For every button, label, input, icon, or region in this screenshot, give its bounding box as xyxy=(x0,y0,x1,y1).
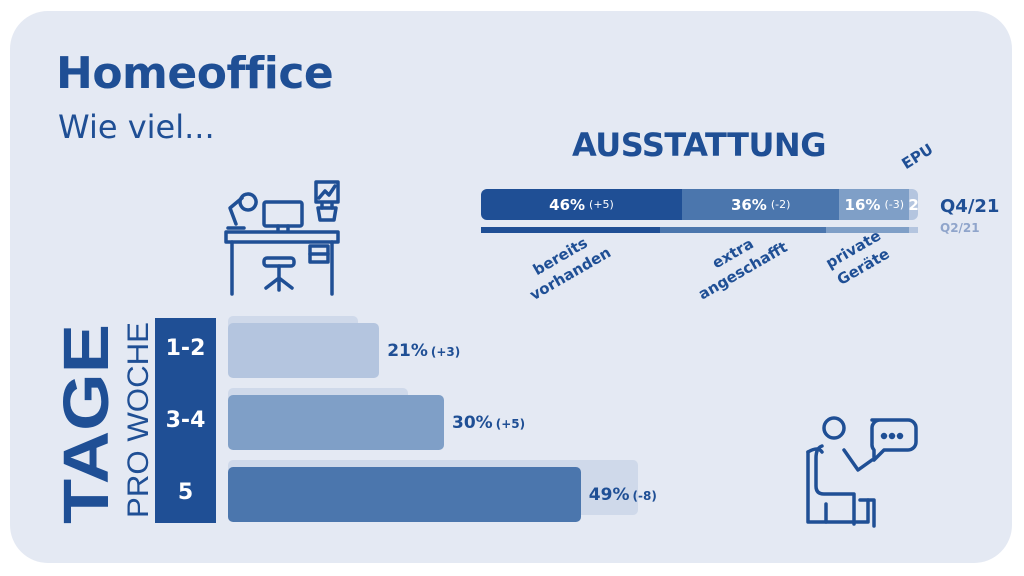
days-value-label: 30% (+5) xyxy=(452,413,525,433)
days-axis-title-main: TAGE xyxy=(58,324,116,524)
equipment-change: (-2) xyxy=(770,198,791,211)
page-title: Homeoffice xyxy=(56,48,334,99)
days-category-block xyxy=(155,318,216,523)
previous-period-label: Q2/21 xyxy=(940,221,980,235)
days-value-label: 49% (-8) xyxy=(589,485,657,505)
previous-bar-private-geraete xyxy=(826,227,910,233)
equipment-value: 2 xyxy=(908,195,919,214)
current-period-label: Q4/21 xyxy=(940,196,1000,217)
equipment-value: 36% xyxy=(730,195,767,214)
previous-bar-bereits-vorhanden xyxy=(481,227,661,233)
equipment-bar-extra-angeschafft: 36% (-2) xyxy=(682,189,840,220)
equipment-value: 46% xyxy=(549,195,586,214)
days-category-label: 5 xyxy=(177,480,194,505)
days-bar-1-2 xyxy=(228,323,380,378)
person-armchair-icon xyxy=(806,416,918,528)
equipment-change: (-3) xyxy=(884,198,905,211)
days-change: (+3) xyxy=(430,345,461,359)
days-value: 21% xyxy=(387,341,428,361)
equipment-value: 16% xyxy=(844,195,881,214)
days-axis-subtitle-text: PRO WOCHE xyxy=(122,322,154,518)
equipment-heading: AUSSTATTUNG xyxy=(572,126,826,164)
equipment-bar-private-geraete: 16% (-3) xyxy=(839,189,910,220)
days-bar-5 xyxy=(228,467,581,522)
days-bar-3-4 xyxy=(228,395,444,450)
days-change: (+5) xyxy=(495,417,526,431)
days-category-label: 1-2 xyxy=(165,336,206,361)
days-value-label: 21% (+3) xyxy=(387,341,460,361)
page-subtitle: Wie viel... xyxy=(58,108,215,146)
previous-bar-epu xyxy=(909,227,918,233)
days-change: (-8) xyxy=(632,489,657,503)
previous-bar-extra-angeschafft xyxy=(660,227,827,233)
desk-icon xyxy=(224,180,340,296)
equipment-bar-bereits-vorhanden: 46% (+5) xyxy=(481,189,683,220)
days-axis-title: TAGE xyxy=(58,324,116,524)
days-value: 30% xyxy=(452,413,493,433)
days-value: 49% xyxy=(588,485,630,505)
days-category-label: 3-4 xyxy=(165,408,206,433)
equipment-bar-epu: 2 xyxy=(908,189,919,220)
equipment-change: (+5) xyxy=(589,198,614,211)
days-axis-subtitle: PRO WOCHE xyxy=(122,322,154,518)
